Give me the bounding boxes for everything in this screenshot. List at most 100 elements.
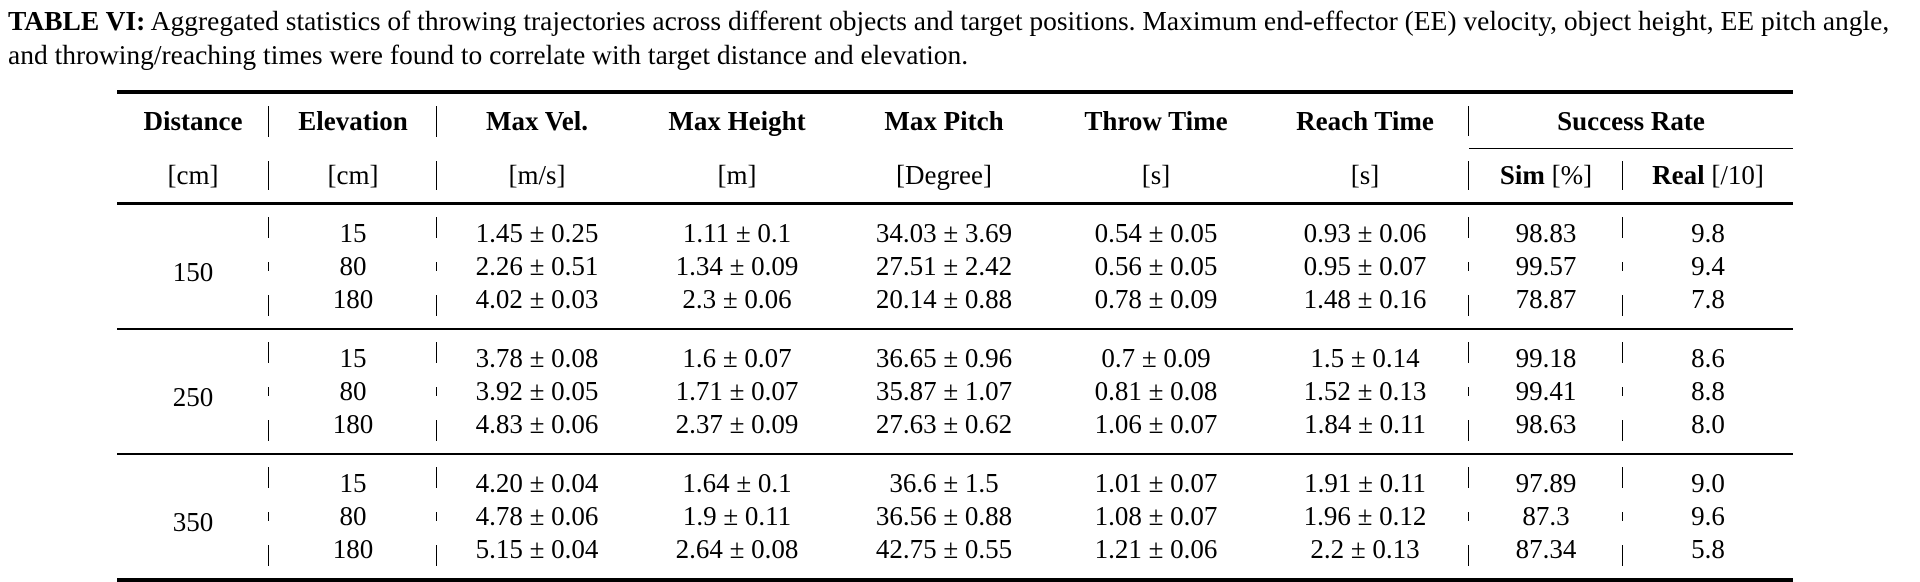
cell-elevation: 80 [268, 500, 437, 533]
table-caption: TABLE VI: Aggregated statistics of throw… [8, 4, 1913, 72]
cell-distance: 350 [172, 507, 214, 537]
cell-throw-time: 0.7 ± 0.09 [1101, 343, 1211, 373]
cell-max-vel: 1.45 ± 0.25 [436, 204, 637, 251]
cell-reach-time: 1.48 ± 0.16 [1303, 284, 1427, 314]
header-max-vel: Max Vel. [436, 92, 637, 149]
cell-reach-time: 1.96 ± 0.12 [1303, 501, 1427, 531]
cell-max-height: 1.64 ± 0.1 [682, 468, 792, 498]
cell-max-height: 2.3 ± 0.06 [682, 284, 792, 314]
cell-reach-time: 1.84 ± 0.11 [1304, 409, 1426, 439]
unit-reach-time: [s] [1350, 159, 1380, 190]
cell-max-pitch: 36.6 ± 1.5 [889, 468, 999, 498]
header-real: Real [/10] [1621, 149, 1793, 204]
cell-distance: 250 [172, 382, 214, 412]
cell-real: 5.8 [1621, 533, 1793, 580]
cell-elevation: 80 [268, 250, 437, 283]
unit-max-vel: [m/s] [436, 149, 637, 204]
cell-sim: 99.41 [1468, 375, 1623, 408]
cell-max-vel: 4.02 ± 0.03 [436, 283, 637, 329]
cell-distance: 150 [172, 257, 214, 287]
caption-label: TABLE VI: [8, 5, 146, 36]
statistics-table: Distance Elevation Max Vel. Max Height M… [117, 90, 1794, 582]
cell-real: 8.8 [1621, 375, 1793, 408]
cell-max-pitch: 35.87 ± 1.07 [875, 376, 1013, 406]
table-header: Distance Elevation Max Vel. Max Height M… [117, 92, 1794, 204]
header-distance: Distance [143, 105, 243, 136]
cell-sim: 99.57 [1468, 250, 1623, 283]
cell-max-pitch: 42.75 ± 0.55 [875, 534, 1013, 564]
header-sim-unit: [%] [1544, 160, 1593, 190]
header-reach-time: Reach Time [1296, 105, 1434, 136]
cell-real: 9.4 [1621, 250, 1793, 283]
table-row: 80 4.78 ± 0.06 1.9 ± 0.11 36.56 ± 0.88 1.08 … [117, 500, 1793, 533]
header-max-height: Max Height [668, 105, 806, 136]
cell-sim: 98.63 [1468, 408, 1623, 454]
cell-max-height: 1.6 ± 0.07 [682, 343, 792, 373]
cell-max-height: 1.71 ± 0.07 [675, 376, 799, 406]
header-real-label: Real [1652, 160, 1705, 190]
header-throw-time: Throw Time [1084, 105, 1228, 136]
table-row: 180 5.15 ± 0.04 2.64 ± 0.08 42.75 ± 0.55 1.2… [117, 533, 1794, 580]
cell-elevation: 180 [268, 533, 437, 580]
cell-max-height: 2.64 ± 0.08 [675, 534, 799, 564]
cell-real: 9.0 [1621, 454, 1793, 500]
cell-real: 9.6 [1621, 500, 1793, 533]
cell-elevation: 15 [268, 204, 437, 251]
table-row: 180 4.83 ± 0.06 2.37 ± 0.09 27.63 ± 0.62 1.0… [117, 408, 1793, 454]
cell-throw-time: 0.81 ± 0.08 [1094, 376, 1218, 406]
cell-max-height: 1.11 ± 0.1 [682, 218, 792, 248]
cell-sim: 99.18 [1468, 329, 1623, 375]
cell-max-pitch: 27.51 ± 2.42 [875, 251, 1013, 281]
cell-max-vel: 4.78 ± 0.06 [436, 500, 637, 533]
cell-max-vel: 3.78 ± 0.08 [436, 329, 637, 375]
cell-reach-time: 0.95 ± 0.07 [1303, 251, 1427, 281]
cell-max-height: 2.37 ± 0.09 [675, 409, 799, 439]
cell-sim: 98.83 [1468, 204, 1623, 251]
cell-throw-time: 1.01 ± 0.07 [1094, 468, 1218, 498]
cell-sim: 97.89 [1468, 454, 1623, 500]
unit-throw-time: [s] [1141, 159, 1171, 190]
cell-max-pitch: 34.03 ± 3.69 [875, 218, 1013, 248]
cell-elevation: 15 [268, 329, 437, 375]
table-row: 180 4.02 ± 0.03 2.3 ± 0.06 20.14 ± 0.88 0.78… [117, 283, 1793, 329]
cell-max-pitch: 36.56 ± 0.88 [875, 501, 1013, 531]
caption-text: Aggregated statistics of throwing trajec… [8, 5, 1890, 70]
cell-real: 7.8 [1621, 283, 1793, 329]
cell-reach-time: 2.2 ± 0.13 [1310, 534, 1420, 564]
cell-throw-time: 1.21 ± 0.06 [1094, 534, 1218, 564]
cell-real: 8.6 [1621, 329, 1793, 375]
cell-max-pitch: 36.65 ± 0.96 [875, 343, 1013, 373]
cell-max-vel: 4.83 ± 0.06 [436, 408, 637, 454]
cell-reach-time: 1.52 ± 0.13 [1303, 376, 1427, 406]
cell-throw-time: 0.78 ± 0.09 [1094, 284, 1218, 314]
cell-elevation: 180 [268, 283, 437, 329]
cell-max-vel: 2.26 ± 0.51 [436, 250, 637, 283]
header-success-rate: Success Rate [1467, 92, 1794, 149]
table-row: 150 15 1.45 ± 0.25 1.11 ± 0.1 34.03 ± 3.69 0.… [117, 203, 1794, 287]
cell-max-pitch: 27.63 ± 0.62 [875, 409, 1013, 439]
unit-max-height: [m] [717, 159, 757, 190]
table-row: 80 2.26 ± 0.51 1.34 ± 0.09 27.51 ± 2.42 0.56… [117, 250, 1793, 283]
cell-throw-time: 0.56 ± 0.05 [1094, 251, 1218, 281]
table-row: 350 15 4.20 ± 0.04 1.64 ± 0.1 36.6 ± 1.5 1.01… [117, 454, 1794, 537]
unit-max-pitch: [Degree] [896, 159, 992, 190]
cell-max-vel: 5.15 ± 0.04 [436, 533, 637, 580]
table-body: 150 15 1.45 ± 0.25 1.11 ± 0.1 34.03 ± 3.69 0.… [117, 203, 1794, 580]
header-max-pitch: Max Pitch [884, 105, 1004, 136]
cell-reach-time: 0.93 ± 0.06 [1303, 218, 1427, 248]
cell-sim: 87.3 [1468, 500, 1623, 533]
table-row: 250 15 3.78 ± 0.08 1.6 ± 0.07 36.65 ± 0.96 0.… [117, 329, 1794, 412]
cell-sim: 78.87 [1468, 283, 1623, 329]
cell-max-vel: 3.92 ± 0.05 [436, 375, 637, 408]
cell-real: 9.8 [1621, 204, 1793, 251]
cell-real: 8.0 [1621, 408, 1793, 454]
cell-throw-time: 1.06 ± 0.07 [1094, 409, 1218, 439]
header-sim-label: Sim [1499, 160, 1545, 190]
cell-max-pitch: 20.14 ± 0.88 [875, 284, 1013, 314]
unit-elevation: [cm] [268, 149, 437, 204]
cell-elevation: 80 [268, 375, 437, 408]
header-elevation: Elevation [268, 92, 437, 149]
cell-throw-time: 0.54 ± 0.05 [1094, 218, 1218, 248]
cell-max-height: 1.9 ± 0.11 [682, 501, 792, 531]
cell-elevation: 180 [268, 408, 437, 454]
